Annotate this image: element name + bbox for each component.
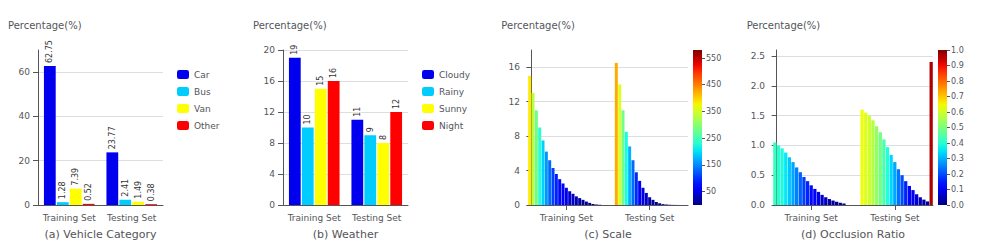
svg-text:Training Set: Training Set: [784, 213, 839, 223]
svg-text:0.38: 0.38: [147, 183, 156, 201]
svg-text:0.2: 0.2: [951, 170, 964, 179]
svg-text:16: 16: [329, 68, 338, 78]
svg-text:0.7: 0.7: [951, 92, 964, 101]
svg-text:Training Set: Training Set: [42, 213, 97, 223]
svg-text:Rainy: Rainy: [439, 87, 465, 97]
svg-text:(a) Vehicle Category: (a) Vehicle Category: [45, 228, 157, 241]
svg-text:1.0: 1.0: [951, 46, 964, 55]
svg-text:10: 10: [303, 114, 312, 124]
svg-text:Testing Set: Testing Set: [624, 213, 675, 223]
svg-text:0.3: 0.3: [951, 154, 964, 163]
svg-text:Training Set: Training Set: [287, 213, 342, 223]
svg-text:2.0: 2.0: [751, 81, 766, 91]
svg-text:0.52: 0.52: [84, 183, 93, 201]
svg-text:0.5: 0.5: [751, 170, 765, 180]
svg-text:0: 0: [269, 200, 275, 210]
svg-text:Sunny: Sunny: [439, 104, 468, 114]
svg-text:7.39: 7.39: [71, 168, 80, 186]
svg-text:11: 11: [353, 107, 362, 117]
svg-text:19: 19: [290, 45, 299, 55]
svg-text:Percentage(%): Percentage(%): [8, 20, 82, 31]
svg-text:Percentage(%): Percentage(%): [253, 20, 327, 31]
svg-text:550: 550: [706, 54, 721, 63]
svg-text:8: 8: [379, 135, 388, 140]
svg-text:1.49: 1.49: [134, 181, 143, 199]
svg-text:Car: Car: [194, 70, 210, 80]
svg-text:0.6: 0.6: [951, 108, 964, 117]
svg-text:0.8: 0.8: [951, 77, 964, 86]
svg-text:4: 4: [269, 169, 275, 179]
svg-text:1.0: 1.0: [751, 140, 766, 150]
svg-text:16: 16: [264, 76, 276, 86]
svg-text:Bus: Bus: [194, 87, 211, 97]
svg-text:23.77: 23.77: [108, 126, 117, 149]
svg-text:0.0: 0.0: [751, 200, 766, 210]
svg-text:Night: Night: [439, 121, 464, 131]
svg-text:0: 0: [514, 200, 520, 210]
svg-text:0.5: 0.5: [951, 123, 964, 132]
svg-text:62.75: 62.75: [45, 40, 54, 63]
svg-text:12: 12: [392, 99, 401, 109]
svg-text:9: 9: [366, 127, 375, 132]
svg-text:Testing Set: Testing Set: [869, 213, 920, 223]
svg-text:60: 60: [19, 67, 31, 77]
svg-text:Other: Other: [194, 121, 220, 131]
svg-text:Van: Van: [194, 104, 211, 114]
svg-text:Testing Set: Testing Set: [106, 213, 157, 223]
svg-text:50: 50: [706, 187, 716, 196]
svg-text:0: 0: [24, 200, 30, 210]
svg-text:0.0: 0.0: [951, 201, 964, 210]
svg-text:40: 40: [19, 111, 31, 121]
svg-text:Training Set: Training Set: [539, 213, 594, 223]
svg-text:Percentage(%): Percentage(%): [747, 20, 821, 31]
svg-text:Cloudy: Cloudy: [439, 70, 471, 80]
svg-text:4: 4: [514, 166, 520, 176]
svg-text:2.41: 2.41: [121, 179, 130, 197]
svg-text:1.28: 1.28: [58, 181, 67, 199]
svg-text:(c) Scale: (c) Scale: [584, 228, 632, 241]
svg-text:0.1: 0.1: [951, 185, 964, 194]
svg-text:250: 250: [706, 134, 721, 143]
svg-text:350: 350: [706, 107, 721, 116]
svg-text:(b) Weather: (b) Weather: [313, 228, 379, 241]
svg-text:8: 8: [514, 131, 520, 141]
svg-text:12: 12: [264, 107, 275, 117]
svg-text:15: 15: [316, 76, 325, 86]
svg-text:0.9: 0.9: [951, 61, 964, 70]
svg-text:1.5: 1.5: [751, 111, 765, 121]
svg-text:0.4: 0.4: [951, 139, 964, 148]
svg-text:150: 150: [706, 160, 721, 169]
svg-text:8: 8: [269, 138, 275, 148]
svg-text:Testing Set: Testing Set: [351, 213, 402, 223]
svg-text:20: 20: [264, 45, 276, 55]
svg-text:450: 450: [706, 80, 721, 89]
svg-text:20: 20: [19, 156, 31, 166]
svg-text:12: 12: [509, 97, 520, 107]
svg-text:2.5: 2.5: [751, 51, 765, 61]
svg-text:(d) Occlusion Ratio: (d) Occlusion Ratio: [801, 228, 905, 241]
svg-text:Percentage(%): Percentage(%): [501, 20, 575, 31]
svg-text:16: 16: [509, 62, 521, 72]
